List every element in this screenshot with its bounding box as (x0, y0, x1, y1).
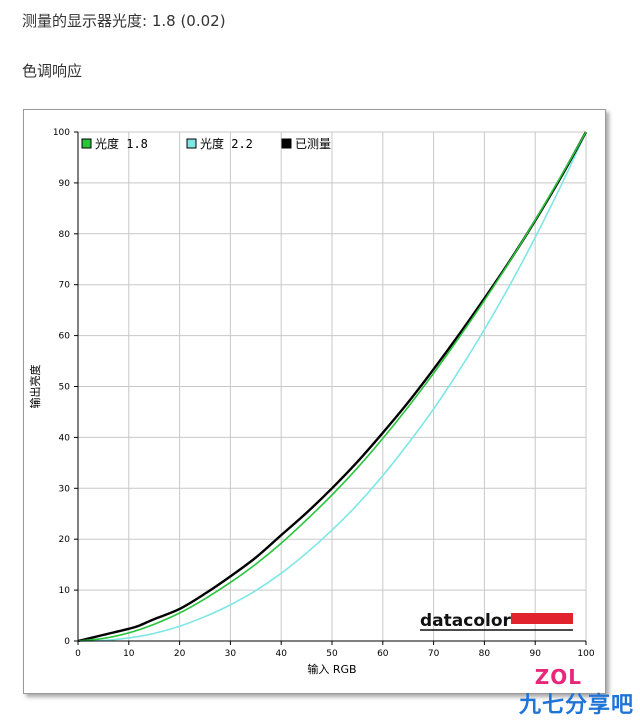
grid (77, 131, 587, 642)
datacolor-logo-bar (511, 613, 573, 624)
x-tick-label: 10 (123, 649, 135, 659)
legend: 光度 1.8 光度 2.2 已测量 (81, 136, 331, 151)
legend-swatch-measured (281, 138, 292, 149)
y-tick-label: 30 (59, 484, 71, 494)
y-tick-label: 60 (59, 332, 71, 342)
series-lines (77, 131, 588, 643)
x-tick-label: 40 (275, 649, 287, 659)
x-tick-label: 50 (326, 649, 338, 659)
y-tick-label: 20 (59, 535, 71, 545)
y-tick-label: 70 (59, 281, 71, 291)
watermark: ZOL 九七分享吧 (518, 665, 634, 719)
y-tick-label: 50 (59, 383, 71, 393)
legend-swatch-gamma22 (186, 138, 197, 149)
x-tick-label: 0 (75, 649, 81, 659)
y-tick-label: 0 (64, 637, 70, 647)
legend-label-gamma22: 光度 2.2 (200, 136, 253, 151)
axes (74, 131, 587, 645)
x-tick-label: 30 (225, 649, 237, 659)
y-axis-title: 输出亮度 (28, 365, 42, 409)
y-tick-label: 40 (59, 433, 71, 443)
watermark-text: 九七分享吧 (518, 693, 634, 718)
x-tick-label: 60 (377, 649, 389, 659)
y-tick-label: 80 (59, 230, 71, 240)
measured-gamma-text: 测量的显示器光度: 1.8 (0.02) (22, 12, 226, 30)
x-tick-label: 100 (577, 649, 594, 659)
x-axis-title: 输入 RGB (307, 662, 356, 676)
watermark-zol: ZOL (534, 665, 582, 689)
x-tick-label: 70 (428, 649, 440, 659)
legend-label-measured: 已测量 (295, 137, 331, 151)
y-tick-label: 10 (59, 586, 71, 596)
legend-label-gamma18: 光度 1.8 (95, 136, 148, 151)
datacolor-logo: datacolor (420, 611, 573, 631)
tone-response-title: 色调响应 (22, 62, 83, 80)
legend-swatch-gamma18 (81, 138, 92, 149)
y-tick-label: 90 (59, 179, 71, 189)
y-tick-label: 100 (53, 128, 70, 138)
tone-response-chart: 0 10 20 30 40 50 60 70 80 90 100 0 10 20 30 40 50 60 70 80 9… (28, 128, 595, 676)
x-tick-label: 90 (529, 649, 541, 659)
series-line-gamma18 (77, 131, 587, 642)
x-tick-label: 20 (174, 649, 186, 659)
tick-labels: 0 10 20 30 40 50 60 70 80 90 100 0 10 20 30 40 50 60 70 80 9… (53, 128, 595, 659)
series-line-gamma22 (77, 131, 587, 642)
x-tick-label: 80 (479, 649, 491, 659)
chart-frame: 0 10 20 30 40 50 60 70 80 90 100 0 10 20 30 40 50 60 70 80 9… (23, 109, 606, 694)
datacolor-logo-text: datacolor (420, 611, 512, 631)
